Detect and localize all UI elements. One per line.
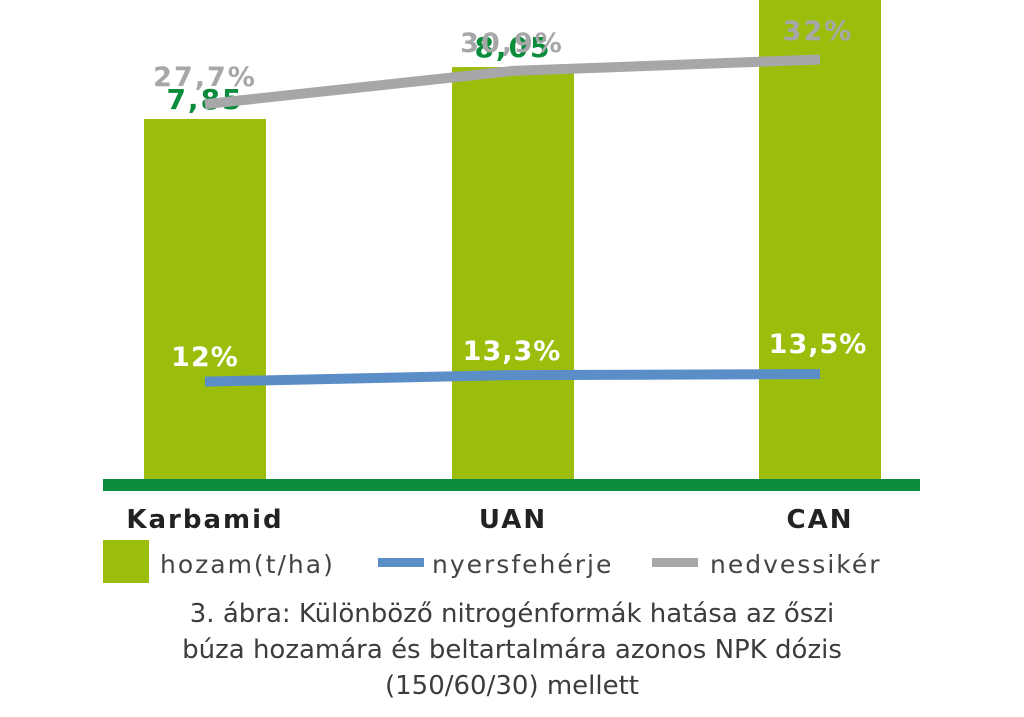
figure-caption: 3. ábra: Különböző nitrogénformák hatása… (0, 596, 1024, 704)
gluten-value-label: 27,7% (153, 62, 257, 93)
caption-line-1: 3. ábra: Különböző nitrogénformák hatása… (189, 599, 835, 629)
bar-value-label: 8,05 (474, 31, 551, 64)
legend-swatch-nyersfeherje (378, 558, 424, 567)
protein-value-label: 12% (171, 342, 239, 373)
protein-value-label: 13,3% (463, 336, 562, 367)
caption-line-3: (150/60/30) mellett (384, 671, 640, 701)
bar-can (759, 0, 881, 485)
bar-karbamid (144, 118, 266, 486)
category-label: CAN (787, 505, 854, 535)
caption-line-2: búza hozamára és beltartalmára azonos NP… (182, 635, 842, 665)
gluten-value-label: 30,9% (460, 28, 564, 59)
legend-swatch-nedvessiker (652, 558, 698, 567)
legend-label-hozam: hozam(t/ha) (160, 550, 335, 579)
gluten-value-label: 32% (783, 16, 854, 47)
legend-label-nyersfeherje: nyersfehérje (432, 550, 613, 579)
gluten-line (204, 54, 821, 110)
legend-swatch-hozam (103, 540, 149, 583)
category-label: UAN (479, 505, 547, 535)
baseline (103, 479, 920, 491)
legend-label-nedvessiker: nedvessikér (710, 550, 882, 579)
bar-uan (452, 67, 574, 485)
category-label: Karbamid (126, 505, 283, 535)
protein-value-label: 13,5% (769, 329, 868, 360)
protein-line (204, 369, 821, 387)
